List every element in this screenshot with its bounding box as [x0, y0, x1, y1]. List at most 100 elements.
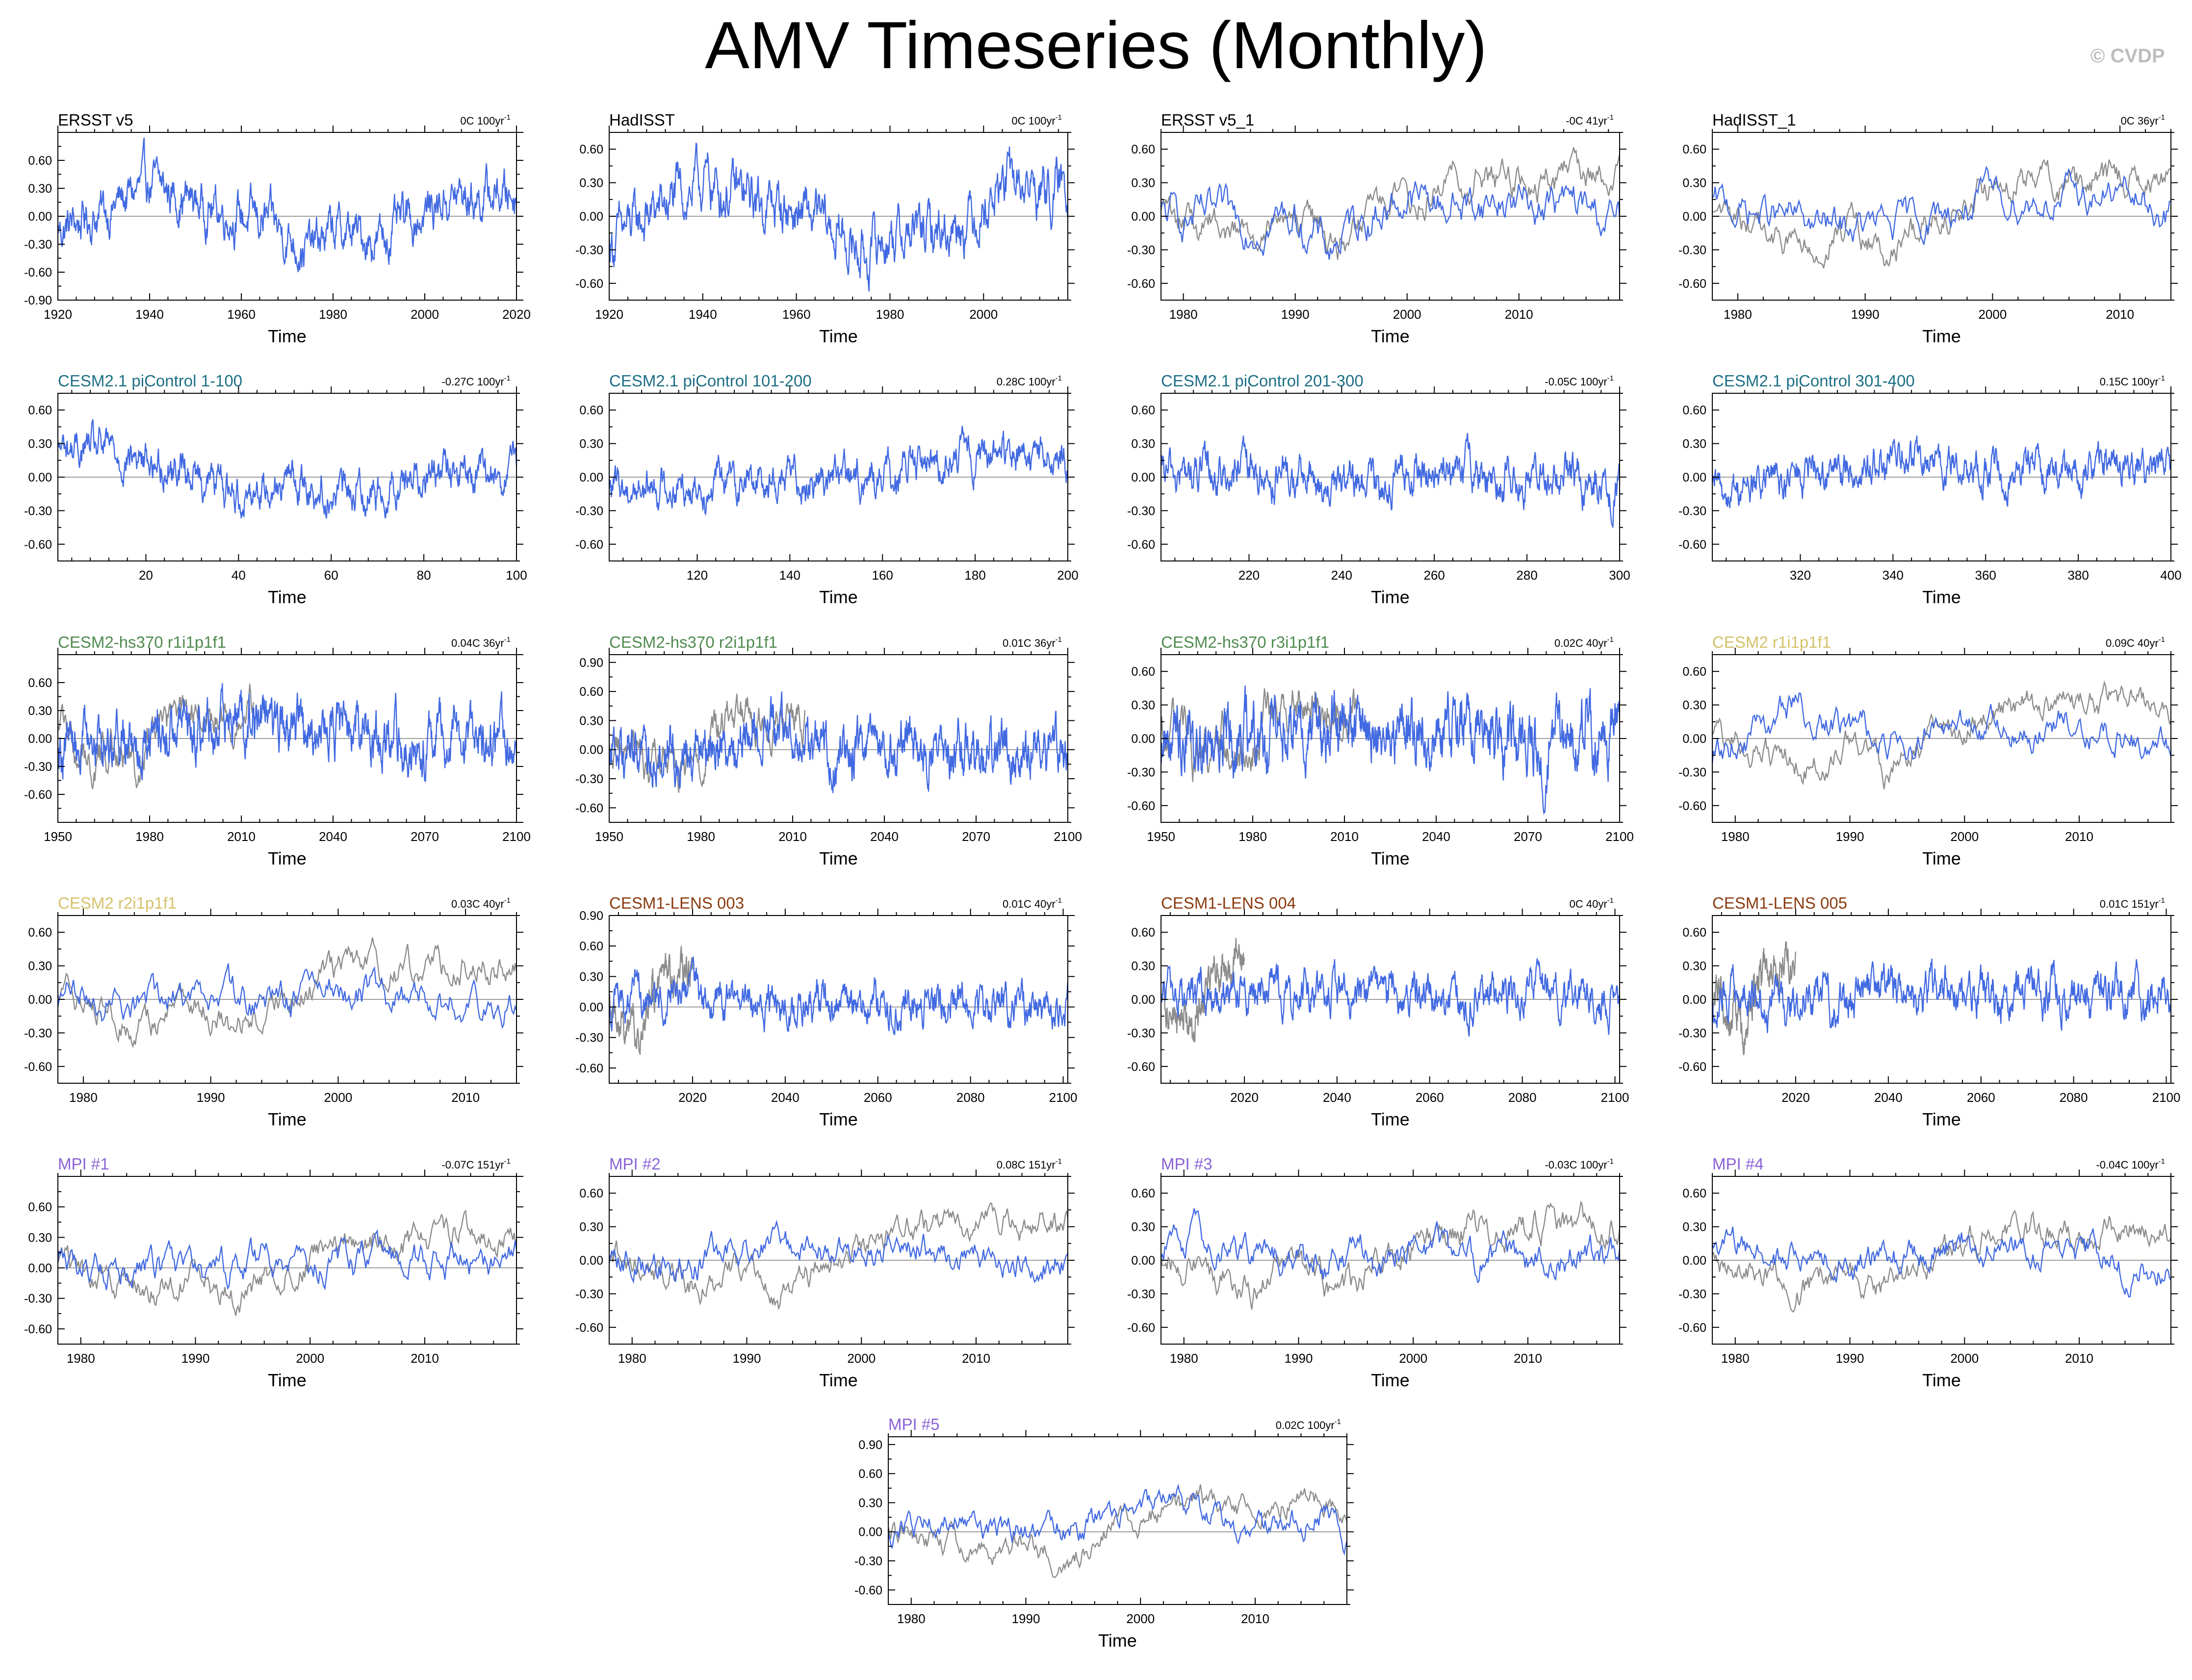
y-tick-label: 0.00 [28, 210, 52, 224]
x-tick-label: 2080 [956, 1090, 985, 1105]
chart-svg: CESM2 r2i1p1f1 0.03C 40yr-1 0.60 0.30 0.00 -0… [24, 894, 523, 1129]
x-tick-label: 2000 [1950, 1351, 1979, 1366]
x-tick-label: 1990 [197, 1090, 225, 1105]
x-tick-label: 1990 [1851, 307, 1880, 322]
trend-label: 0C 36yr-1 [2121, 113, 2165, 127]
trend-label: 0C 100yr-1 [460, 113, 511, 127]
y-tick-label: -0.60 [24, 1323, 52, 1336]
y-tick-label: 0.60 [28, 926, 52, 940]
y-tick-label: 0.30 [1131, 1221, 1155, 1234]
y-tick-label: 0.00 [579, 471, 603, 484]
x-tick-label: 1980 [1721, 1351, 1750, 1366]
y-tick-label: -0.30 [854, 1554, 882, 1568]
y-tick-label: 0.30 [1131, 177, 1155, 190]
x-tick-label: 180 [964, 568, 985, 583]
y-tick-label: -0.30 [1127, 243, 1155, 257]
trend-label: -0.03C 100yr-1 [1545, 1157, 1614, 1171]
model-series-line [1161, 433, 1620, 528]
y-tick-label: 0.30 [579, 437, 603, 451]
chart-panel: CESM2.1 piControl 1-100 -0.27C 100yr-1 0.6… [4, 359, 536, 607]
x-tick-label: 2000 [1978, 307, 2007, 322]
x-tick-label: 280 [1516, 568, 1537, 583]
model-series-line [58, 137, 516, 273]
trend-label: 0.15C 100yr-1 [2100, 374, 2165, 388]
x-tick-label: 1990 [733, 1351, 761, 1366]
y-tick-label: 0.00 [858, 1526, 882, 1539]
y-tick-label: 0.00 [1682, 471, 1706, 484]
x-tick-label: 2010 [2065, 1351, 2093, 1366]
x-tick-label: 1980 [1724, 307, 1752, 322]
x-tick-label: 2020 [1230, 1090, 1259, 1105]
x-tick-label: 1980 [135, 829, 164, 844]
panel-title: CESM2.1 piControl 301-400 [1712, 372, 1915, 390]
x-tick-label: 1990 [1281, 307, 1310, 322]
y-tick-label: -0.60 [575, 1321, 603, 1335]
y-tick-label: 0.00 [1682, 993, 1706, 1007]
x-tick-label: 2040 [1422, 829, 1450, 844]
trend-label: 0.04C 36yr-1 [451, 636, 511, 649]
x-axis-label: Time [1371, 1370, 1410, 1390]
x-tick-label: 200 [1057, 568, 1078, 583]
model-series-line [609, 691, 1068, 793]
x-tick-label: 120 [687, 568, 708, 583]
trend-label: -0.07C 151yr-1 [441, 1157, 511, 1171]
obs-series-line [1161, 1200, 1620, 1310]
chart-svg: ERSST v5_1 -0C 41yr-1 0.60 0.30 0.00 -0.30 -0.… [1127, 111, 1626, 346]
x-tick-label: 2100 [502, 829, 531, 844]
panel-title: CESM1-LENS 003 [609, 894, 744, 912]
x-tick-label: 2010 [451, 1090, 480, 1105]
y-tick-label: 0.30 [1682, 699, 1706, 713]
y-tick-label: 0.30 [579, 970, 603, 984]
obs-series-line [58, 937, 516, 1048]
model-series-line [1712, 958, 2171, 1033]
y-tick-label: 0.60 [28, 676, 52, 690]
x-axis-label: Time [1371, 587, 1410, 607]
trend-label: 0C 100yr-1 [1011, 113, 1062, 127]
chart-panel: ERSST v5_1 -0C 41yr-1 0.60 0.30 0.00 -0.30 -0.… [1107, 98, 1639, 346]
x-tick-label: 1980 [1170, 1351, 1198, 1366]
copyright-label: © CVDP [2090, 45, 2165, 67]
x-tick-label: 100 [506, 568, 527, 583]
y-tick-label: 0.00 [28, 471, 52, 484]
y-tick-label: 0.30 [1682, 1221, 1706, 1234]
x-tick-label: 2010 [1330, 829, 1359, 844]
y-tick-label: -0.30 [24, 238, 52, 252]
x-tick-label: 1950 [595, 829, 623, 844]
x-tick-label: 1980 [687, 829, 715, 844]
y-tick-label: -0.60 [575, 801, 603, 815]
panel-title: CESM2.1 piControl 1-100 [58, 372, 242, 390]
y-tick-label: 0.90 [579, 909, 603, 923]
y-tick-label: 0.60 [1131, 665, 1155, 679]
y-tick-label: -0.60 [1127, 538, 1155, 552]
y-tick-label: 0.90 [579, 656, 603, 670]
x-axis-label: Time [268, 1109, 307, 1129]
x-tick-label: 140 [779, 568, 800, 583]
x-tick-label: 1980 [1238, 829, 1267, 844]
x-axis-label: Time [268, 326, 307, 346]
x-tick-label: 2000 [969, 307, 998, 322]
trend-label: 0.28C 100yr-1 [997, 374, 1062, 388]
x-tick-label: 2000 [296, 1351, 324, 1366]
y-tick-label: 0.30 [28, 704, 52, 718]
y-tick-label: -0.60 [1127, 1321, 1155, 1335]
trend-label: 0C 40yr-1 [1570, 896, 1614, 910]
y-tick-label: -0.30 [575, 504, 603, 518]
x-tick-label: 1920 [595, 307, 623, 322]
x-tick-label: 2010 [1505, 307, 1533, 322]
y-tick-label: 0.60 [579, 940, 603, 953]
x-tick-label: 360 [1975, 568, 1996, 583]
x-tick-label: 80 [417, 568, 431, 583]
y-tick-label: 0.30 [28, 182, 52, 196]
x-tick-label: 1980 [69, 1090, 98, 1105]
model-series-line [1712, 1226, 2171, 1298]
y-tick-label: -0.60 [1127, 799, 1155, 813]
plot-frame [609, 654, 1068, 823]
y-tick-label: 0.60 [858, 1467, 882, 1481]
chart-panel: ERSST v5 0C 100yr-1 0.60 0.30 0.00 -0.30 -0.60… [4, 98, 536, 346]
x-tick-label: 2000 [1399, 1351, 1427, 1366]
y-tick-label: 0.30 [28, 1231, 52, 1245]
x-axis-label: Time [1371, 848, 1410, 868]
y-tick-label: 0.30 [1682, 177, 1706, 190]
x-axis-label: Time [819, 1109, 858, 1129]
chart-svg: CESM1-LENS 005 0.01C 151yr-1 0.60 0.30 0.00 -… [1678, 894, 2180, 1129]
